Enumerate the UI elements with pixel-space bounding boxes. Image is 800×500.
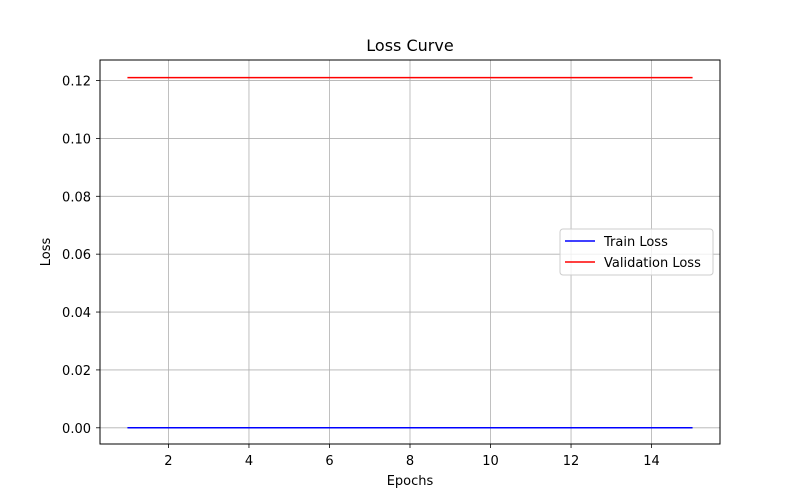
- x-tick-label: 14: [643, 454, 660, 469]
- legend-label-validation-loss: Validation Loss: [604, 256, 701, 271]
- y-axis-title: Loss: [39, 238, 54, 267]
- series-lines: [127, 76, 693, 429]
- x-tick-label: 2: [164, 454, 172, 469]
- legend-label-train-loss: Train Loss: [603, 235, 668, 250]
- x-tick-label: 8: [406, 454, 414, 469]
- y-tick-label: 0.10: [62, 132, 91, 147]
- x-tick-label: 12: [563, 454, 580, 469]
- y-tick-label: 0.06: [62, 248, 91, 263]
- y-tick-label: 0.02: [62, 364, 91, 379]
- y-tick-label: 0.00: [62, 422, 91, 437]
- y-tick-label: 0.12: [62, 75, 91, 90]
- x-tick-label: 10: [482, 454, 499, 469]
- legend: Train Loss Validation Loss: [559, 228, 714, 276]
- x-axis-ticks: 2 4 6 8 10 12 14: [164, 444, 660, 469]
- x-axis-title: Epochs: [387, 474, 434, 489]
- legend-box: [559, 228, 714, 276]
- y-axis-ticks: 0.00 0.02 0.04 0.06 0.08 0.10 0.12: [62, 75, 100, 437]
- y-tick-label: 0.08: [62, 190, 91, 205]
- x-tick-label: 6: [325, 454, 333, 469]
- chart-title: Loss Curve: [366, 36, 453, 55]
- x-tick-label: 4: [245, 454, 253, 469]
- y-tick-label: 0.04: [62, 306, 91, 321]
